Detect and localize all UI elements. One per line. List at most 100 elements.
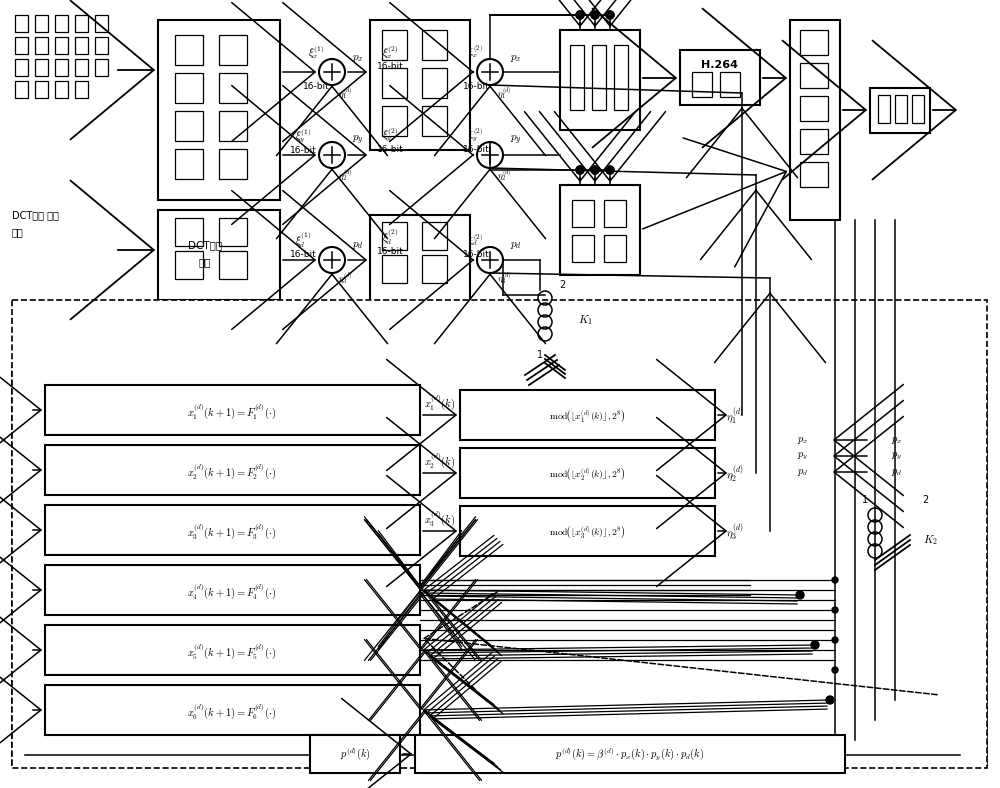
Text: $\xi_d^{(2)}$: $\xi_d^{(2)}$ [468,232,484,248]
Bar [209,310,226,332]
Text: $\xi_d^{(1)}$: $\xi_d^{(1)}$ [295,230,311,250]
Bar [35,15,48,32]
Circle shape [591,166,599,174]
Bar [473,310,490,332]
Circle shape [832,667,838,673]
Bar [45,685,420,735]
Bar [800,96,828,121]
Bar [55,15,68,32]
Text: DCT系数 量化: DCT系数 量化 [12,210,59,220]
Circle shape [576,11,584,19]
Circle shape [576,166,584,174]
Text: $p_y$: $p_y$ [352,133,364,147]
Text: 16-bit: 16-bit [377,61,403,70]
Circle shape [576,166,584,174]
Bar [55,81,68,98]
Bar [460,448,715,498]
Text: 16-bit: 16-bit [463,250,489,258]
Bar [370,20,470,150]
Bar [422,222,447,250]
Circle shape [606,11,614,19]
Bar [572,235,594,262]
Bar [415,735,845,773]
Bar [353,310,370,332]
Circle shape [832,607,838,613]
Bar [422,68,447,98]
Bar [800,129,828,154]
Text: $\xi_x^{(2)}$: $\xi_x^{(2)}$ [382,43,398,61]
Bar [401,310,418,332]
Bar [422,30,447,60]
Circle shape [576,11,584,19]
Text: $\mathrm{mod}\!\left(\lfloor x_3^{(d)}(k)\rfloor,2^8\right)$: $\mathrm{mod}\!\left(\lfloor x_3^{(d)}(k… [549,524,625,540]
Bar [692,72,712,97]
Bar [382,106,407,136]
Bar [55,37,68,54]
Bar [560,185,640,275]
Bar [281,337,298,359]
Bar [560,30,640,130]
Bar [15,37,28,54]
Text: $\xi_y^{(2)}$: $\xi_y^{(2)}$ [382,126,398,144]
Bar [310,735,400,773]
Text: $\eta_1^{(d)}$: $\eta_1^{(d)}$ [338,85,352,101]
Bar [95,15,108,32]
Bar [175,251,203,279]
Bar [219,35,247,65]
Text: $\mathrm{mod}\!\left(\lfloor x_2^{(d)}(k)\rfloor,2^8\right)$: $\mathrm{mod}\!\left(\lfloor x_2^{(d)}(k… [549,466,625,482]
Text: $\xi_d^{(2)}$: $\xi_d^{(2)}$ [382,227,398,247]
Bar [449,337,466,359]
Text: $x_5^{(d)}(k+1)=F_5^{(d)}(\cdot)$: $x_5^{(d)}(k+1)=F_5^{(d)}(\cdot)$ [187,641,277,661]
Text: $p_d$: $p_d$ [797,466,809,478]
Bar [370,215,470,305]
Bar [175,111,203,141]
Text: $\eta_1^{(d)}$: $\eta_1^{(d)}$ [497,85,511,101]
Text: 16-bit: 16-bit [290,146,316,154]
Text: $x_2^{(d)}(k)$: $x_2^{(d)}(k)$ [424,450,456,470]
Text: $p_y$: $p_y$ [891,450,903,462]
Bar [353,337,370,359]
Bar [75,81,88,98]
Bar [45,445,420,495]
Bar [473,337,490,359]
Text: $K_2$: $K_2$ [923,533,937,547]
Text: $x_3^{(d)}(k)$: $x_3^{(d)}(k)$ [424,508,456,528]
Bar [449,310,466,332]
Bar [158,210,280,300]
Bar [305,337,322,359]
Bar [30,375,440,755]
Bar [425,337,442,359]
Text: 16-bit: 16-bit [463,81,489,91]
Text: $p_y$: $p_y$ [510,133,522,147]
Text: 1: 1 [862,495,868,505]
Bar [680,50,760,105]
Bar [800,30,828,55]
Bar [912,95,924,123]
Bar [185,337,202,359]
Text: $p^{(d)}(k)$: $p^{(d)}(k)$ [340,745,370,762]
Text: 1: 1 [537,350,543,360]
Text: $\eta_2^{(d)}$: $\eta_2^{(d)}$ [338,167,352,183]
Text: $K_1$: $K_1$ [578,313,592,327]
Bar [570,45,584,110]
Text: $\eta_1^{(d)}$: $\eta_1^{(d)}$ [726,405,744,426]
Bar [377,337,394,359]
Bar [75,59,88,76]
Bar [422,255,447,283]
Text: $p_d$: $p_d$ [510,240,522,251]
Bar [800,63,828,88]
Bar [233,337,250,359]
Text: $x_2^{(d)}(k+1)=F_2^{(d)}(\cdot)$: $x_2^{(d)}(k+1)=F_2^{(d)}(\cdot)$ [187,461,277,481]
Bar [460,506,715,556]
Bar [257,337,274,359]
Text: $\eta_3^{(d)}$: $\eta_3^{(d)}$ [497,270,511,285]
Bar [878,95,890,123]
Bar [219,73,247,103]
Text: $\eta_3^{(d)}$: $\eta_3^{(d)}$ [726,522,744,543]
Bar [35,59,48,76]
Bar [329,310,346,332]
Bar [219,111,247,141]
Bar [12,365,987,765]
Bar [382,255,407,283]
Text: H.264: H.264 [702,60,738,70]
